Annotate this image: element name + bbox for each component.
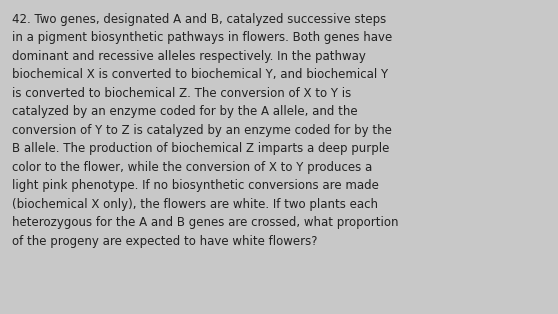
Text: 42. Two genes, designated A and B, catalyzed successive steps
in a pigment biosy: 42. Two genes, designated A and B, catal… [12,13,399,247]
